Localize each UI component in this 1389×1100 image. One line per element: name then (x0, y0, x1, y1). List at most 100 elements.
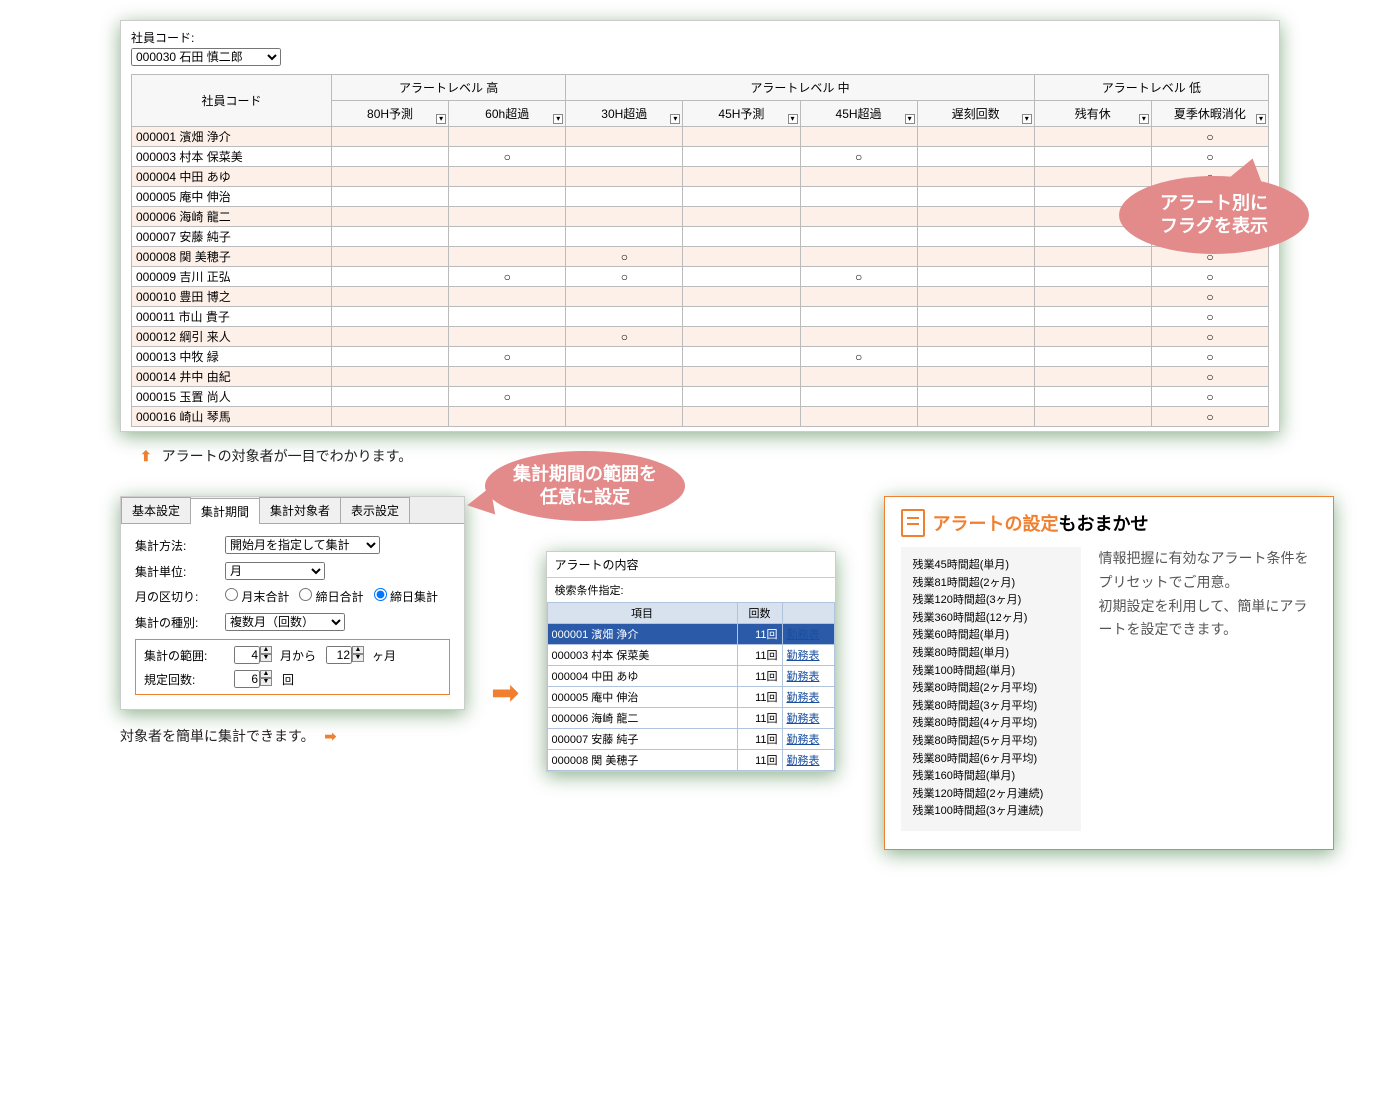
col-emp-code[interactable]: 社員コード (132, 75, 332, 127)
mark-cell (332, 407, 449, 427)
mark-cell (683, 247, 800, 267)
filter-dropdown-icon[interactable]: ▾ (670, 114, 680, 124)
mark-cell (449, 307, 566, 327)
table-row[interactable]: 000008 関 美穂子○○ (132, 247, 1269, 267)
col-late[interactable]: 遅刻回数▾ (917, 101, 1034, 127)
mark-cell (1034, 247, 1151, 267)
mark-cell: ○ (1151, 367, 1268, 387)
aggregation-settings-panel: 基本設定集計期間集計対象者表示設定 集計方法: 開始月を指定して集計 集計単位:… (120, 496, 465, 710)
mark-cell (683, 347, 800, 367)
item-cell: 000003 村本 保菜美 (547, 645, 737, 666)
col-c45o[interactable]: 45H超過▾ (800, 101, 917, 127)
emp-cell: 000014 井中 由紀 (132, 367, 332, 387)
tab-0[interactable]: 基本設定 (121, 497, 191, 523)
col-count[interactable]: 回数 (737, 603, 782, 624)
alert-panel-title: アラートの内容 (547, 552, 835, 578)
count-stepper[interactable]: ▲▼ (234, 670, 276, 688)
filter-dropdown-icon[interactable]: ▾ (1256, 114, 1266, 124)
alert-row[interactable]: 000007 安藤 純子11回勤務表 (547, 729, 834, 750)
mark-cell (566, 227, 683, 247)
table-row[interactable]: 000012 綱引 来人○○ (132, 327, 1269, 347)
mark-cell (332, 327, 449, 347)
preset-item: 残業80時間超(単月) (913, 645, 1069, 663)
table-row[interactable]: 000014 井中 由紀 ○ (132, 367, 1269, 387)
mark-cell: ○ (1151, 287, 1268, 307)
link-cell[interactable]: 勤務表 (782, 729, 834, 750)
range-label: 集計の範囲: (144, 647, 234, 664)
col-summer[interactable]: 夏季休暇消化▾ (1151, 101, 1268, 127)
split-option[interactable]: 締日集計 (374, 588, 438, 605)
table-row[interactable]: 000011 市山 貴子○ (132, 307, 1269, 327)
col-c45p[interactable]: 45H予測▾ (683, 101, 800, 127)
mark-cell (1034, 387, 1151, 407)
count-cell: 11回 (737, 687, 782, 708)
split-label: 月の区切り: (135, 588, 225, 605)
range-to-stepper[interactable]: ▲▼ (326, 646, 368, 664)
alert-row[interactable]: 000004 中田 あゆ11回勤務表 (547, 666, 834, 687)
table-row[interactable]: 000010 豊田 博之○ (132, 287, 1269, 307)
alert-row[interactable]: 000005 庵中 伸治11回勤務表 (547, 687, 834, 708)
mark-cell (800, 367, 917, 387)
preset-item: 残業100時間超(3ヶ月連続) (913, 803, 1069, 821)
caption-main: ⬆ アラートの対象者が一目でわかります。 (140, 446, 1369, 466)
mark-cell (566, 147, 683, 167)
mark-cell (683, 227, 800, 247)
range-from-stepper[interactable]: ▲▼ (234, 646, 276, 664)
mark-cell (332, 147, 449, 167)
table-row[interactable]: 000003 村本 保菜美○○○ (132, 147, 1269, 167)
link-cell[interactable]: 勤務表 (782, 687, 834, 708)
link-cell[interactable]: 勤務表 (782, 708, 834, 729)
filter-dropdown-icon[interactable]: ▾ (1139, 114, 1149, 124)
item-cell: 000006 海崎 龍二 (547, 708, 737, 729)
table-row[interactable]: 000006 海崎 龍二○ (132, 207, 1269, 227)
alert-row[interactable]: 000008 関 美穂子11回勤務表 (547, 750, 834, 771)
mark-cell: ○ (566, 267, 683, 287)
tab-2[interactable]: 集計対象者 (259, 497, 341, 523)
col-c80[interactable]: 80H予測▾ (332, 101, 449, 127)
table-row[interactable]: 000005 庵中 伸治○ (132, 187, 1269, 207)
table-row[interactable]: 000004 中田 あゆ○ (132, 167, 1269, 187)
table-row[interactable]: 000015 玉置 尚人○○ (132, 387, 1269, 407)
filter-dropdown-icon[interactable]: ▾ (436, 114, 446, 124)
alert-grid-panel: 社員コード: 000030 石田 慎二郎 社員コード アラートレベル 高 アラー… (120, 20, 1280, 432)
emp-cell: 000007 安藤 純子 (132, 227, 332, 247)
filter-dropdown-icon[interactable]: ▾ (1022, 114, 1032, 124)
emp-code-select[interactable]: 000030 石田 慎二郎 (131, 48, 281, 66)
link-cell[interactable]: 勤務表 (782, 666, 834, 687)
alert-row[interactable]: 000006 海崎 龍二11回勤務表 (547, 708, 834, 729)
emp-cell: 000016 崎山 琴馬 (132, 407, 332, 427)
table-row[interactable]: 000007 安藤 純子○ (132, 227, 1269, 247)
alert-row[interactable]: 000001 濱畑 浄介11回勤務表 (547, 624, 834, 645)
col-item[interactable]: 項目 (547, 603, 737, 624)
filter-dropdown-icon[interactable]: ▾ (905, 114, 915, 124)
filter-dropdown-icon[interactable]: ▾ (553, 114, 563, 124)
link-cell[interactable]: 勤務表 (782, 624, 834, 645)
alert-cond-label: 検索条件指定: (547, 578, 835, 602)
kind-select[interactable]: 複数月（回数） (225, 613, 345, 631)
method-select[interactable]: 開始月を指定して集計 (225, 536, 380, 554)
col-rest[interactable]: 残有休▾ (1034, 101, 1151, 127)
unit-select[interactable]: 月 (225, 562, 325, 580)
mark-cell (566, 347, 683, 367)
mark-cell (917, 227, 1034, 247)
emp-cell: 000006 海崎 龍二 (132, 207, 332, 227)
split-option[interactable]: 月末合計 (225, 588, 289, 605)
split-option[interactable]: 締日合計 (299, 588, 363, 605)
tab-3[interactable]: 表示設定 (340, 497, 410, 523)
col-c30[interactable]: 30H超過▾ (566, 101, 683, 127)
col-c60[interactable]: 60h超過▾ (449, 101, 566, 127)
table-row[interactable]: 000013 中牧 緑○○○ (132, 347, 1269, 367)
mark-cell (683, 167, 800, 187)
filter-dropdown-icon[interactable]: ▾ (788, 114, 798, 124)
table-row[interactable]: 000009 吉川 正弘○○○○ (132, 267, 1269, 287)
link-cell[interactable]: 勤務表 (782, 750, 834, 771)
tab-1[interactable]: 集計期間 (190, 498, 260, 524)
alert-row[interactable]: 000003 村本 保菜美11回勤務表 (547, 645, 834, 666)
range-to-unit: ヶ月 (372, 647, 396, 664)
link-cell[interactable]: 勤務表 (782, 645, 834, 666)
table-row[interactable]: 000016 崎山 琴馬○ (132, 407, 1269, 427)
mark-cell (566, 287, 683, 307)
mark-cell: ○ (1151, 327, 1268, 347)
table-row[interactable]: 000001 濱畑 浄介○ (132, 127, 1269, 147)
mark-cell: ○ (566, 247, 683, 267)
